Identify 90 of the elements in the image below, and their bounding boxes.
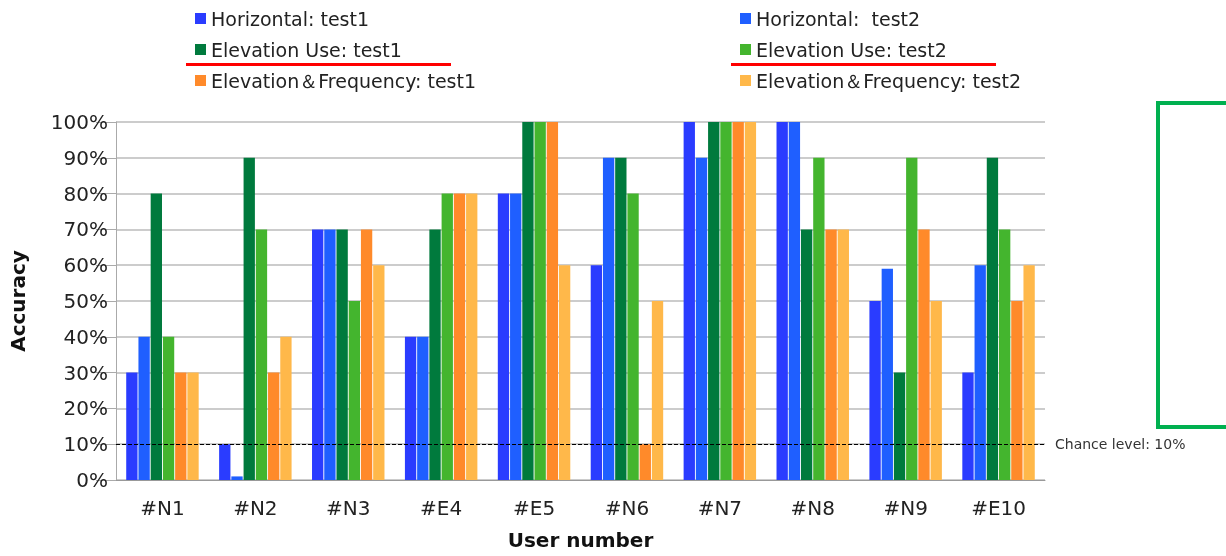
bar bbox=[918, 229, 930, 480]
bar bbox=[360, 229, 373, 480]
x-tick-label: #N6 bbox=[604, 496, 650, 520]
y-tick-label: 80% bbox=[63, 181, 108, 206]
legend-label: Horizontal: test2 bbox=[756, 7, 921, 30]
x-axis-title: User number bbox=[507, 528, 654, 552]
bar bbox=[776, 122, 788, 480]
bar bbox=[825, 229, 837, 480]
bar bbox=[962, 372, 974, 480]
y-tick-label: 70% bbox=[63, 217, 108, 242]
bar bbox=[510, 193, 522, 480]
bar bbox=[231, 476, 243, 480]
bar bbox=[732, 122, 744, 480]
ref-line-label: Chance level: 10% bbox=[1055, 436, 1186, 453]
bar bbox=[930, 301, 942, 480]
bar bbox=[639, 444, 651, 480]
bar bbox=[429, 229, 441, 480]
y-tick-label: 100% bbox=[50, 110, 108, 134]
bar bbox=[441, 193, 453, 480]
bar bbox=[813, 157, 825, 480]
x-tick-label: #N3 bbox=[326, 496, 371, 520]
y-tick-label: 60% bbox=[63, 253, 108, 278]
bar bbox=[138, 336, 150, 480]
bar bbox=[466, 193, 478, 480]
bar bbox=[627, 193, 639, 480]
bar bbox=[280, 336, 292, 480]
bar bbox=[602, 157, 615, 480]
x-tick-label: #E5 bbox=[512, 496, 556, 520]
bar bbox=[534, 122, 546, 480]
bar bbox=[651, 301, 664, 480]
bar bbox=[974, 265, 986, 480]
legend-label: Horizontal: test1 bbox=[211, 7, 370, 30]
bar bbox=[999, 229, 1011, 480]
bar bbox=[1011, 301, 1023, 480]
bar bbox=[881, 268, 893, 480]
x-tick-label: #N1 bbox=[140, 496, 185, 520]
bar bbox=[126, 372, 138, 480]
y-tick-label: 90% bbox=[63, 145, 108, 170]
bar bbox=[683, 122, 695, 480]
bar bbox=[187, 372, 199, 480]
bar bbox=[268, 372, 280, 480]
legend-label: Elevation Use: test2 bbox=[756, 38, 947, 61]
bar bbox=[255, 229, 268, 480]
x-tick-label: #N7 bbox=[697, 496, 743, 520]
y-tick-label: 0% bbox=[76, 468, 108, 492]
bar bbox=[150, 193, 162, 480]
bar bbox=[324, 229, 336, 480]
y-tick-label: 20% bbox=[63, 396, 108, 421]
bar bbox=[373, 265, 385, 480]
x-tick-label: #N9 bbox=[883, 496, 928, 520]
bar bbox=[336, 229, 348, 480]
bar bbox=[312, 229, 324, 480]
x-tick-label: #N2 bbox=[233, 496, 278, 520]
x-tick-label: #N8 bbox=[790, 496, 835, 520]
bar bbox=[243, 157, 255, 480]
x-tick-label: #E10 bbox=[971, 496, 1026, 520]
bar bbox=[219, 444, 231, 480]
bar bbox=[1023, 265, 1035, 480]
bar bbox=[417, 336, 429, 480]
bar bbox=[837, 229, 849, 480]
bar bbox=[558, 265, 571, 480]
y-tick-label: 10% bbox=[63, 432, 108, 457]
bar bbox=[546, 122, 559, 480]
bar bbox=[497, 193, 510, 480]
x-tick-label: #E4 bbox=[420, 496, 463, 520]
bar bbox=[348, 301, 361, 480]
bar bbox=[800, 229, 813, 480]
bar bbox=[590, 265, 603, 480]
y-tick-label: 50% bbox=[63, 289, 108, 313]
bar bbox=[906, 157, 918, 480]
y-tick-label: 30% bbox=[63, 360, 108, 385]
bar bbox=[453, 193, 466, 480]
bar bbox=[175, 372, 187, 480]
legend-label: Elevation＆Frequency: test1 bbox=[211, 69, 477, 92]
legend-label: Elevation＆Frequency: test2 bbox=[756, 69, 1022, 92]
y-tick-label: 40% bbox=[63, 324, 108, 349]
bar bbox=[893, 372, 906, 480]
y-axis-title: Accuracy bbox=[6, 250, 30, 352]
bar bbox=[708, 122, 720, 480]
legend-label: Elevation Use: test1 bbox=[211, 38, 402, 61]
bar bbox=[404, 336, 417, 480]
bar bbox=[869, 301, 881, 480]
bar bbox=[744, 122, 757, 480]
bar bbox=[522, 122, 534, 480]
bar bbox=[695, 157, 708, 480]
bar bbox=[162, 336, 175, 480]
bar bbox=[720, 122, 732, 480]
bar bbox=[615, 157, 627, 480]
bar bbox=[986, 157, 999, 480]
bar bbox=[788, 122, 801, 480]
